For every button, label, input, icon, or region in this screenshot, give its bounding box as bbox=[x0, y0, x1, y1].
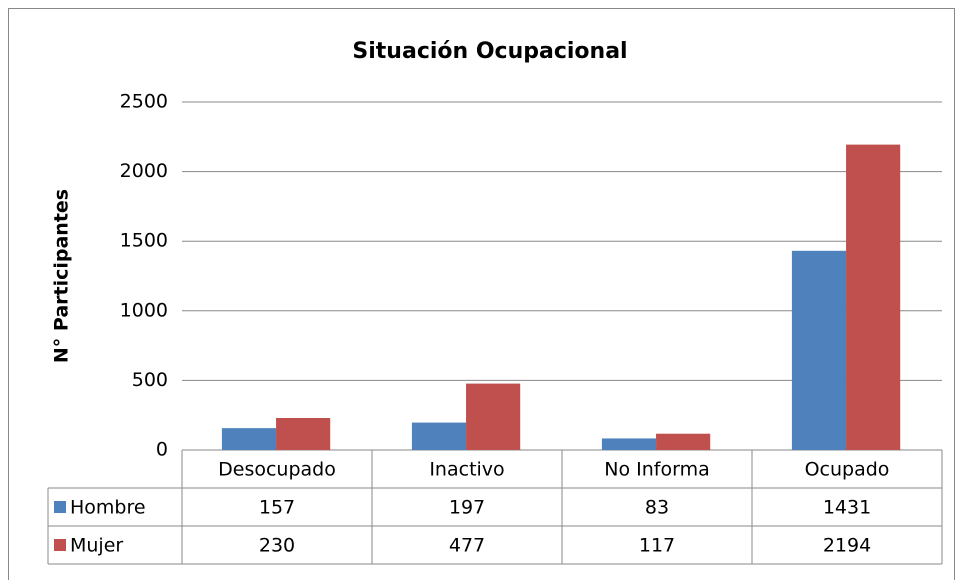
bar bbox=[411, 422, 467, 450]
y-tick-label: 1000 bbox=[120, 299, 168, 321]
bar bbox=[601, 438, 657, 450]
table-value: 117 bbox=[639, 535, 675, 557]
bar bbox=[791, 250, 847, 450]
x-tick-label: No Informa bbox=[604, 459, 709, 481]
table-value: 2194 bbox=[823, 535, 871, 557]
chart-title: Situación Ocupacional bbox=[352, 39, 627, 64]
table-value: 197 bbox=[449, 497, 485, 519]
table-value: 157 bbox=[259, 497, 295, 519]
y-tick-label: 2000 bbox=[120, 160, 168, 182]
legend-swatch bbox=[54, 501, 66, 513]
legend-swatch bbox=[54, 539, 66, 551]
table-value: 1431 bbox=[823, 497, 871, 519]
table-value: 83 bbox=[645, 497, 669, 519]
legend-label: Mujer bbox=[70, 535, 123, 557]
y-axis-label: N° Participantes bbox=[51, 189, 73, 363]
legend-label: Hombre bbox=[70, 497, 146, 519]
x-tick-label: Ocupado bbox=[805, 459, 890, 481]
bar bbox=[221, 428, 277, 450]
table-value: 230 bbox=[259, 535, 295, 557]
y-tick-label: 0 bbox=[156, 439, 168, 461]
x-tick-label: Inactivo bbox=[429, 459, 504, 481]
y-tick-label: 1500 bbox=[120, 230, 168, 252]
bar bbox=[656, 433, 711, 450]
bar bbox=[276, 417, 331, 450]
bar bbox=[846, 144, 901, 450]
y-tick-label: 500 bbox=[132, 369, 168, 391]
y-tick-label: 2500 bbox=[120, 91, 168, 113]
x-tick-label: Desocupado bbox=[218, 459, 336, 481]
table-value: 477 bbox=[449, 535, 485, 557]
bar bbox=[466, 383, 521, 450]
